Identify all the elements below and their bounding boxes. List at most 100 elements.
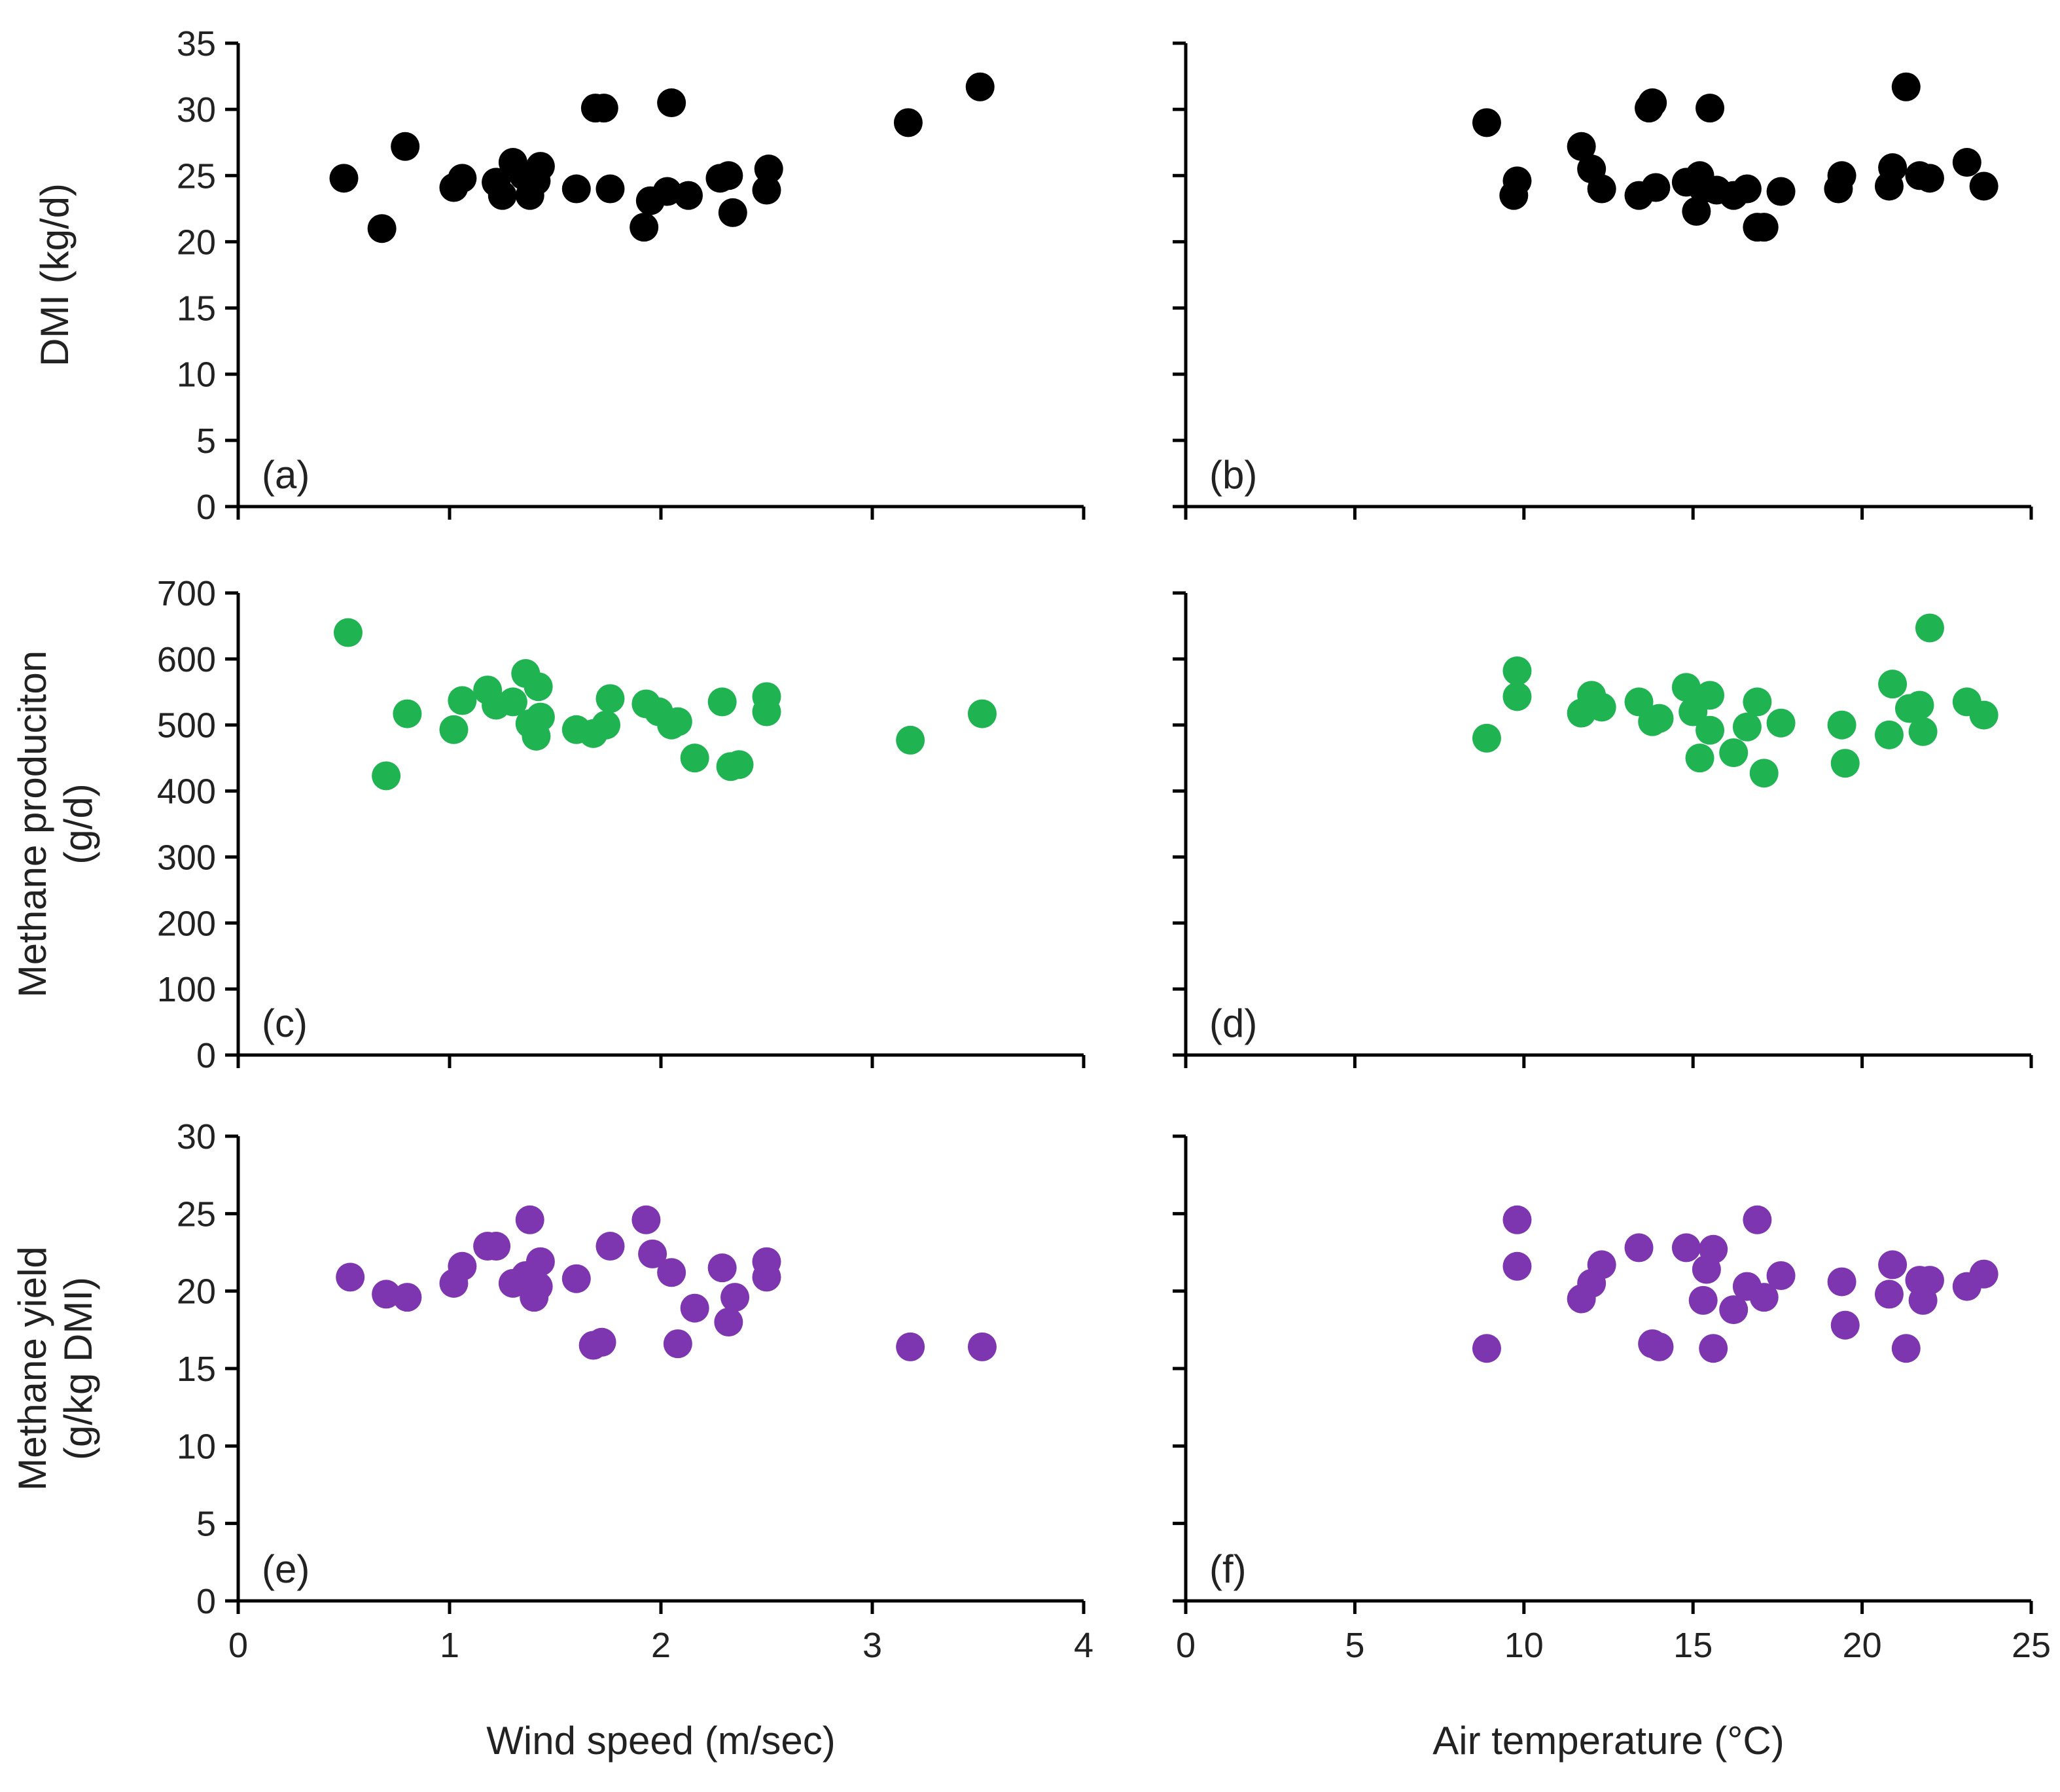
panel-5-point-20 <box>663 1329 692 1359</box>
panel-1-point-24 <box>752 175 781 205</box>
panel-1-y-tick-label-5: 25 <box>177 156 216 196</box>
panel-1-point-12 <box>561 174 591 204</box>
panel-1-y-tick-label-7: 35 <box>177 24 216 63</box>
panel-1-point-20 <box>673 181 703 210</box>
panel-5-y-axis-title-line-2: (g/kg DMI) <box>56 1277 100 1460</box>
panel-3-point-1 <box>372 761 401 791</box>
panel-5-point-26 <box>752 1247 781 1276</box>
panel-3-point-3 <box>439 715 469 744</box>
panel-5-y-tick-label-5: 25 <box>177 1194 216 1234</box>
panel-6-point-5 <box>1587 1250 1616 1280</box>
panel-4-point-20 <box>1830 749 1860 778</box>
panel-1-point-0 <box>329 164 359 193</box>
panel-4-point-19 <box>1827 710 1856 740</box>
panel-5-y-tick-label-0: 0 <box>196 1582 216 1621</box>
panel-2-point-9 <box>1641 173 1671 202</box>
panel-3-point-21 <box>680 744 709 773</box>
panel-5-point-12 <box>525 1247 555 1276</box>
panel-1-point-1 <box>367 214 397 243</box>
panel-6-point-9 <box>1671 1233 1701 1263</box>
panel-1-y-tick-label-0: 0 <box>196 488 216 527</box>
panel-5: 0 5 10 15 20 25 30 0 1 2 3 4 (e) Methane yield (g/kg D… <box>10 1117 1093 1763</box>
panel-4-point-8 <box>1644 704 1674 733</box>
panel-2-point-25 <box>1891 72 1921 101</box>
panel-3-point-27 <box>896 725 925 755</box>
panel-3-y-tick-label-1: 100 <box>157 970 216 1009</box>
panel-2-point-8 <box>1638 88 1667 118</box>
panel-1-point-14 <box>589 94 618 123</box>
panel-6-point-17 <box>1749 1283 1779 1312</box>
panel-5-point-19 <box>657 1258 686 1287</box>
panel-2-point-19 <box>1749 213 1779 242</box>
panel-3-label: (c) <box>262 1001 308 1045</box>
panel-6-x-axis-title: Air temperature (°C) <box>1432 1719 1784 1763</box>
panel-3-point-20 <box>663 707 692 736</box>
panel-6-point-1 <box>1502 1205 1532 1234</box>
panel-6-x-tick-label-1: 5 <box>1345 1626 1364 1665</box>
panel-1: 0 5 10 15 20 25 30 35 (a) DMI (kg/d) <box>33 24 1086 527</box>
panel-5-x-tick-label-0: 0 <box>228 1626 248 1665</box>
panel-4-point-0 <box>1472 723 1501 753</box>
panel-2-point-20 <box>1766 177 1796 206</box>
panel-6-point-2 <box>1502 1251 1532 1281</box>
panel-5-point-16 <box>595 1232 625 1261</box>
panel-6-point-28 <box>1969 1259 1998 1289</box>
panel-1-y-tick-label-6: 30 <box>177 90 216 130</box>
panel-4: (d) <box>1173 591 2033 1068</box>
panel-2-point-27 <box>1915 164 1944 193</box>
panel-3-y-tick-label-3: 300 <box>157 838 216 877</box>
panel-4-point-2 <box>1502 682 1532 711</box>
panel-3-point-22 <box>707 687 737 717</box>
panel-5-point-13 <box>561 1264 591 1293</box>
panel-2-point-5 <box>1587 174 1616 204</box>
panel-3-point-26 <box>752 697 781 726</box>
panel-5-label: (e) <box>262 1547 310 1591</box>
panel-5-y-tick-label-1: 5 <box>196 1505 216 1544</box>
panel-2-label: (b) <box>1209 453 1257 497</box>
panel-2-point-22 <box>1827 161 1856 190</box>
panel-3-y-tick-label-6: 600 <box>157 640 216 679</box>
panel-4-point-25 <box>1908 717 1938 746</box>
panel-6-point-19 <box>1827 1267 1856 1297</box>
panel-4-point-21 <box>1874 720 1904 749</box>
panel-6-label: (f) <box>1209 1547 1247 1591</box>
panel-1-point-4 <box>448 164 477 193</box>
panel-4-point-11 <box>1685 744 1714 773</box>
panel-4-point-9 <box>1671 673 1701 702</box>
panel-4-point-22 <box>1878 670 1908 699</box>
panel-2-point-29 <box>1969 171 1998 201</box>
panel-5-point-27 <box>896 1332 925 1361</box>
panel-1-point-19 <box>657 88 686 118</box>
panel-6-x-tick-label-5: 25 <box>2012 1626 2051 1665</box>
panel-3-point-2 <box>393 699 422 728</box>
panel-4-point-14 <box>1719 738 1749 768</box>
panel-5-point-11 <box>524 1272 553 1301</box>
panel-6-point-13 <box>1699 1334 1728 1363</box>
panel-5-point-9 <box>515 1205 544 1234</box>
panel-6-point-18 <box>1766 1261 1796 1290</box>
panel-2-point-11 <box>1682 196 1711 226</box>
panel-5-point-2 <box>393 1283 422 1312</box>
panel-4-point-1 <box>1502 656 1532 686</box>
panel-5-y-tick-label-6: 30 <box>177 1117 216 1156</box>
panel-4-point-5 <box>1587 692 1616 722</box>
panel-5-x-tick-label-3: 3 <box>862 1626 882 1665</box>
panel-4-point-13 <box>1696 715 1725 745</box>
panel-2-point-28 <box>1952 148 1981 177</box>
panel-1-point-26 <box>893 108 923 137</box>
panel-4-point-16 <box>1743 687 1772 717</box>
panel-6-point-21 <box>1874 1280 1904 1309</box>
panel-3-point-15 <box>592 710 621 740</box>
panel-5-point-15 <box>587 1327 616 1357</box>
panel-1-point-11 <box>525 152 555 181</box>
panel-5-point-22 <box>707 1253 737 1283</box>
panel-6-point-12 <box>1699 1234 1728 1264</box>
panel-4-point-26 <box>1915 613 1944 643</box>
panel-1-point-27 <box>965 72 995 101</box>
panel-4-label: (d) <box>1209 1001 1257 1045</box>
panel-3-y-tick-label-7: 700 <box>157 574 216 613</box>
panel-2-point-2 <box>1502 166 1532 196</box>
panel-1-point-6 <box>488 181 517 210</box>
panel-1-y-tick-label-2: 10 <box>177 355 216 395</box>
